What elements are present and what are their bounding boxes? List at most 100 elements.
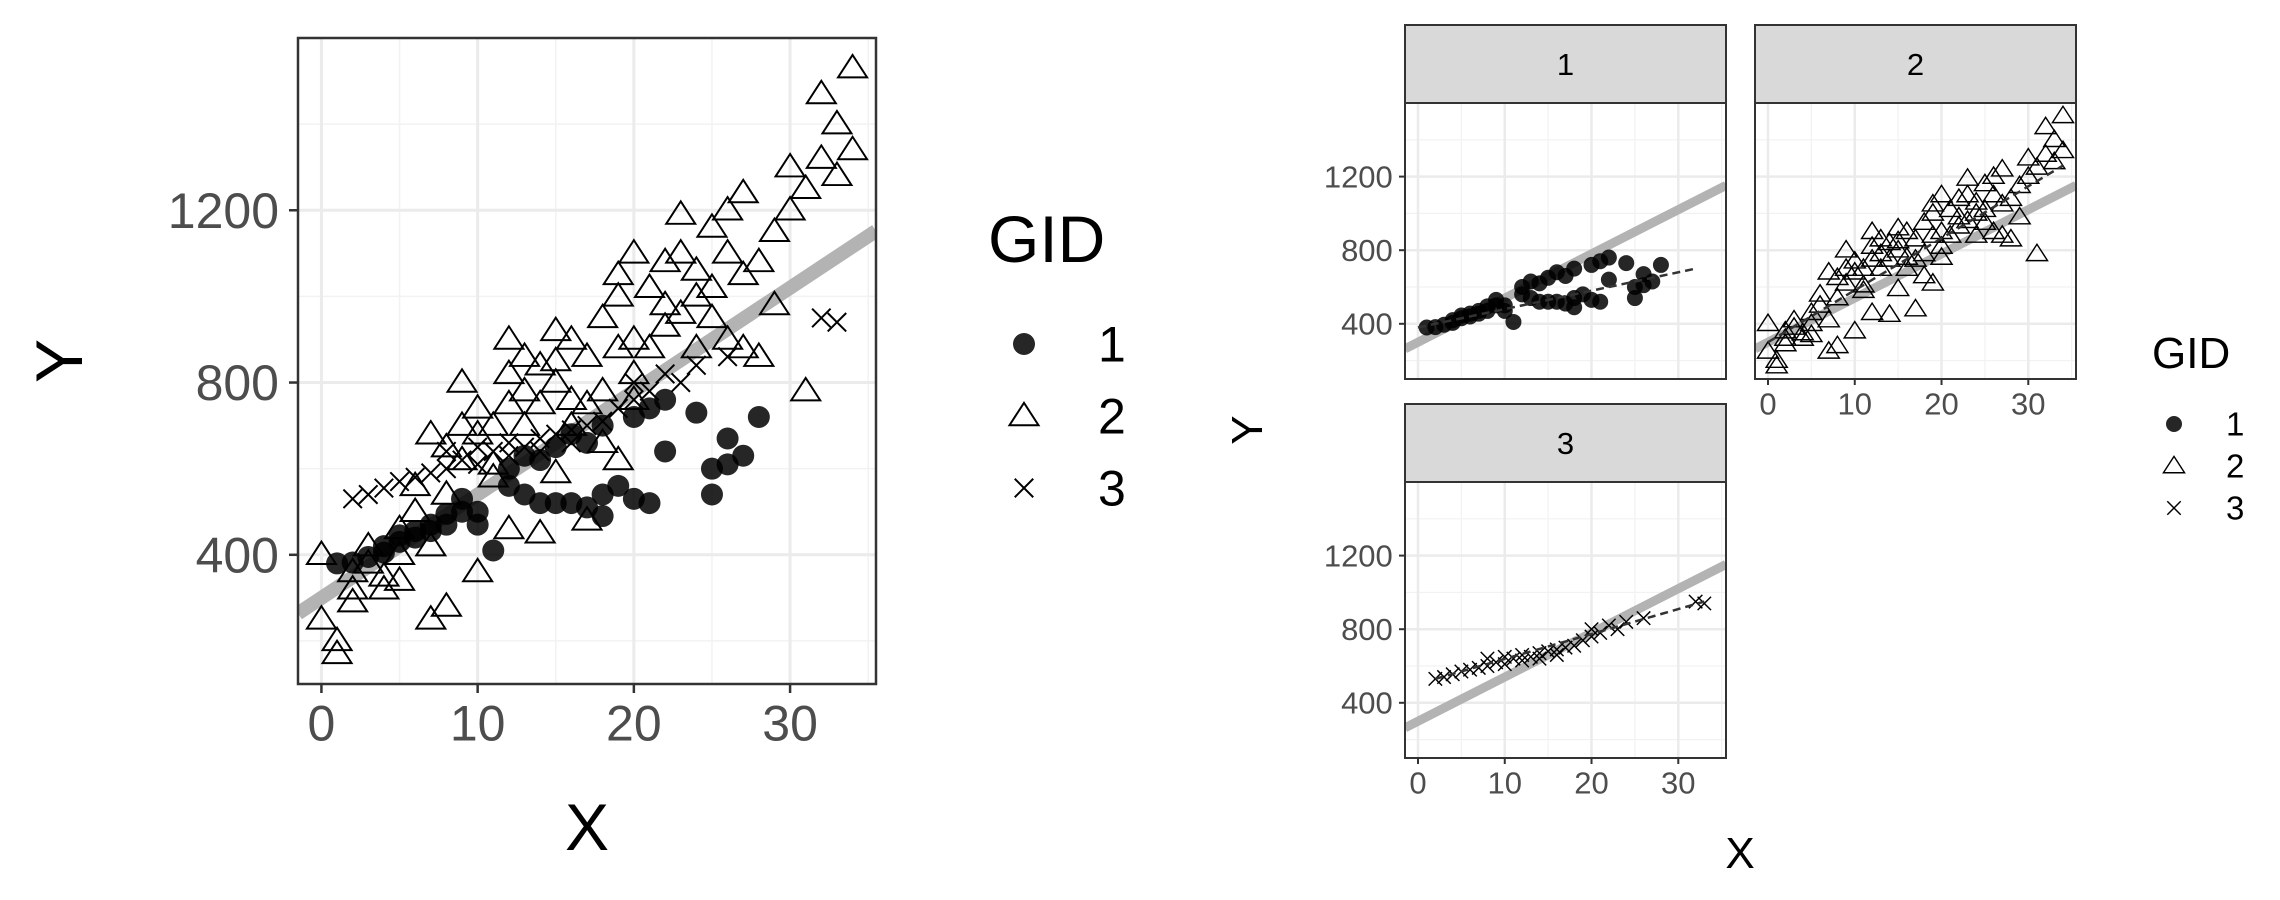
x-tick-label: 20 (606, 696, 662, 752)
point-gid-2 (523, 518, 557, 544)
legend-title: GID (2152, 329, 2230, 378)
point-gid-1 (1600, 271, 1617, 288)
point-gid-3 (670, 372, 691, 393)
point-gid-2 (1877, 231, 1902, 251)
legend-key-2 (1007, 400, 1041, 427)
point-gid-1 (654, 440, 677, 463)
data-layer (1405, 181, 1726, 353)
point-gid-2 (351, 531, 385, 557)
point-gid-3 (623, 372, 644, 393)
point-gid-2 (1903, 298, 1928, 317)
point-gid-2 (1816, 340, 1841, 359)
point-gid-2 (1773, 320, 1798, 339)
point-gid-2 (570, 341, 604, 367)
point-gid-2 (492, 513, 526, 540)
point-gid-1 (1618, 255, 1635, 272)
point-gid-2 (492, 358, 526, 385)
point-gid-2 (695, 302, 729, 329)
grid (1405, 482, 1726, 758)
point-gid-2 (367, 561, 401, 587)
point-gid-2 (555, 324, 588, 350)
point-gid-2 (804, 78, 838, 105)
point-gid-1 (638, 492, 661, 515)
point-gid-2 (555, 384, 588, 410)
point-gid-2 (836, 53, 869, 79)
point-gid-2 (1860, 235, 1885, 254)
point-gid-2 (1790, 327, 1815, 346)
point-gid-2 (1990, 193, 2015, 212)
legend-key-3 (1014, 478, 1034, 498)
point-gid-2 (1981, 165, 2006, 185)
point-gid-1 (1505, 313, 1522, 330)
point-gid-2 (1886, 230, 1911, 249)
point-gid-2 (1834, 272, 1858, 291)
data-layer (1755, 104, 2076, 374)
point-gid-2 (1999, 187, 2023, 207)
y-tick-label: 800 (1341, 233, 1393, 268)
point-gid-2 (1799, 323, 1824, 343)
point-gid-2 (836, 134, 869, 161)
strip-label: 3 (1557, 426, 1574, 461)
point-gid-2 (617, 384, 651, 410)
point-gid-3 (514, 437, 535, 458)
point-gid-1 (716, 427, 739, 450)
point-gid-1 (544, 436, 567, 459)
point-gid-2 (711, 238, 744, 264)
point-gid-1 (419, 513, 442, 536)
x-axis-title: X (565, 790, 609, 864)
point-gid-3 (655, 363, 676, 384)
point-gid-3 (1619, 614, 1634, 630)
point-gid-1 (1592, 293, 1609, 310)
point-gid-2 (1842, 320, 1867, 339)
point-gid-3 (1636, 610, 1651, 626)
strip-label: 2 (1907, 47, 1924, 82)
point-gid-2 (383, 539, 416, 566)
point-gid-2 (1903, 248, 1928, 267)
point-gid-3 (1506, 651, 1521, 666)
point-gid-2 (1964, 191, 1989, 210)
point-gid-2 (758, 216, 791, 243)
point-gid-2 (2051, 104, 2075, 124)
point-gid-2 (461, 419, 494, 445)
point-gid-2 (1851, 257, 1876, 277)
x-tick-label: 0 (1759, 386, 1776, 421)
point-gid-2 (1860, 301, 1885, 321)
point-gid-2 (1825, 334, 1850, 354)
point-gid-2 (476, 462, 510, 488)
point-gid-2 (539, 367, 573, 393)
fit-line (1417, 267, 1696, 329)
point-gid-2 (1886, 239, 1911, 258)
point-gid-3 (358, 484, 379, 505)
point-gid-2 (726, 333, 760, 359)
point-gid-2 (1834, 239, 1858, 258)
plot-area (1405, 482, 1726, 758)
x-tick-label: 10 (1838, 386, 1872, 421)
point-gid-2 (1799, 312, 1824, 332)
point-gid-2 (617, 238, 651, 264)
y-tick-label: 800 (1341, 612, 1393, 647)
point-gid-2 (601, 281, 635, 307)
point-gid-2 (789, 376, 823, 402)
point-gid-2 (1842, 261, 1867, 280)
point-gid-3 (342, 488, 363, 509)
strip (1754, 24, 2077, 104)
point-gid-2 (570, 505, 604, 531)
point-gid-3 (1592, 625, 1608, 641)
point-gid-2 (445, 445, 479, 471)
point-gid-2 (2033, 115, 2058, 135)
point-gid-3 (827, 312, 847, 333)
point-gid-2 (1773, 327, 1798, 346)
point-gid-1 (1600, 249, 1617, 266)
point-gid-2 (1920, 224, 1945, 243)
y-tick-label: 400 (1341, 686, 1393, 721)
point-gid-2 (320, 638, 354, 665)
point-gid-2 (1877, 303, 1902, 323)
point-gid-3 (530, 441, 551, 462)
point-gid-3 (1436, 669, 1452, 685)
point-gid-3 (1584, 621, 1599, 637)
point-gid-3 (436, 458, 457, 479)
point-gid-2 (1756, 312, 1780, 332)
point-gid-2 (586, 302, 619, 329)
point-gid-2 (1929, 235, 1954, 254)
